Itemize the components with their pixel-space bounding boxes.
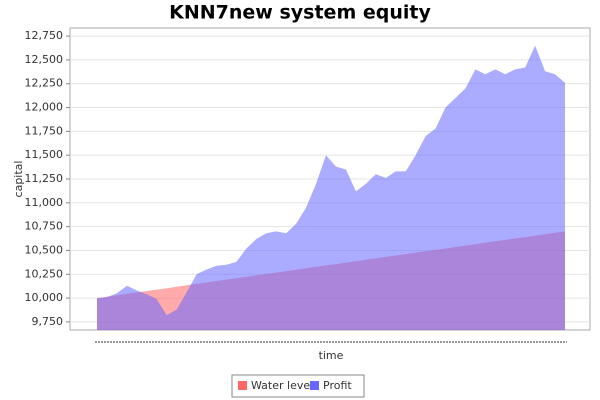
y-tick-label: 11,250: [25, 172, 64, 185]
y-tick-label: 10,000: [25, 291, 64, 304]
y-tick-label: 11,000: [25, 196, 64, 209]
y-tick-label: 10,250: [25, 267, 64, 280]
y-tick-label: 10,500: [25, 243, 64, 256]
y-tick-label: 12,000: [25, 101, 64, 114]
x-axis-label: time: [319, 349, 344, 362]
y-tick-label: 10,750: [25, 220, 64, 233]
chart-title: KNN7new system equity: [169, 2, 431, 24]
legend-label: Water level: [251, 379, 313, 392]
y-tick-label: 12,750: [25, 29, 64, 42]
legend: [231, 374, 365, 398]
y-axis-label: capital: [12, 161, 25, 198]
legend-swatch: [310, 381, 319, 390]
y-tick-label: 12,500: [25, 53, 64, 66]
y-tick-label: 11,750: [25, 124, 64, 137]
y-tick-label: 12,250: [25, 77, 64, 90]
y-tick-label: 11,500: [25, 148, 64, 161]
legend-label: Profit: [323, 379, 352, 392]
legend-swatch: [238, 381, 247, 390]
y-tick-label: 9,750: [32, 315, 64, 328]
area: [97, 45, 565, 330]
